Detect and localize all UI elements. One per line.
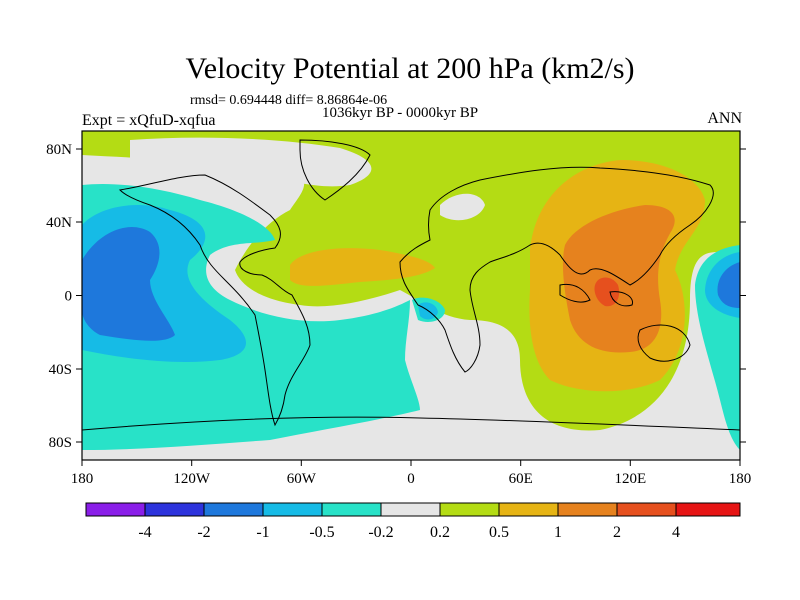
x-tick-label: 0 (407, 471, 415, 487)
negative-strong-east (717, 262, 740, 308)
x-tick-label: 120W (173, 471, 211, 487)
colorbar-swatch (440, 503, 499, 516)
colorbar-label: -2 (197, 524, 210, 541)
colorbar-swatch (381, 503, 440, 516)
colorbar-label: -0.5 (309, 524, 334, 541)
x-tick-label: 180 (729, 471, 752, 487)
x-tick-label: 60W (287, 471, 317, 487)
coastlines (82, 139, 740, 431)
x-tick-labels: 180 120W 60W 0 60E 120E 180 (71, 471, 752, 487)
y-tick-label: 80N (46, 142, 72, 158)
contour-field (82, 131, 740, 460)
colorbar-label: -4 (138, 524, 151, 541)
colorbar-swatch (676, 503, 740, 516)
positive-strong-core (562, 205, 675, 353)
colorbar-label: 0.5 (489, 524, 509, 541)
x-tick-label: 120E (614, 471, 646, 487)
y-tick-label: 80S (49, 435, 72, 451)
x-tick-label: 60E (509, 471, 533, 487)
colorbar-swatch (617, 503, 676, 516)
colorbar-swatch (322, 503, 381, 516)
colorbar: -4 -2 -1 -0.5 -0.2 0.2 0.5 1 2 4 (85, 502, 741, 541)
positive-mid-atlantic (290, 248, 435, 286)
colorbar-swatch (204, 503, 263, 516)
time-period-label: 1036kyr BP - 0000kyr BP (322, 105, 479, 121)
neutral-arctic-patch (130, 137, 372, 187)
y-tick-label: 0 (65, 289, 73, 305)
colorbar-swatch (499, 503, 558, 516)
colorbar-frame (85, 502, 741, 517)
plot-title: Velocity Potential at 200 hPa (km2/s) (185, 52, 635, 85)
colorbar-swatch (558, 503, 617, 516)
colorbar-label: 0.2 (430, 524, 450, 541)
neutral-europe-patch (440, 193, 485, 221)
colorbar-swatch (86, 503, 145, 516)
axis-ticks (76, 148, 746, 466)
season-label: ANN (707, 110, 742, 127)
colorbar-label: 1 (554, 524, 562, 541)
colorbar-label: 2 (613, 524, 621, 541)
colorbar-label: 4 (672, 524, 680, 541)
colorbar-label: -1 (256, 524, 269, 541)
colorbar-swatch (263, 503, 322, 516)
colorbar-swatch (145, 503, 204, 516)
x-tick-label: 180 (71, 471, 94, 487)
y-tick-labels: 80N 40N 0 40S 80S (46, 142, 72, 451)
colorbar-label: -0.2 (368, 524, 393, 541)
negative-strong-pacific (82, 227, 175, 341)
experiment-label: Expt = xQfuD-xqfua (82, 112, 216, 129)
rmsd-diff-stats: rmsd= 0.694448 diff= 8.86864e-06 (190, 93, 388, 108)
y-tick-label: 40N (46, 215, 72, 231)
y-tick-label: 40S (49, 362, 72, 378)
